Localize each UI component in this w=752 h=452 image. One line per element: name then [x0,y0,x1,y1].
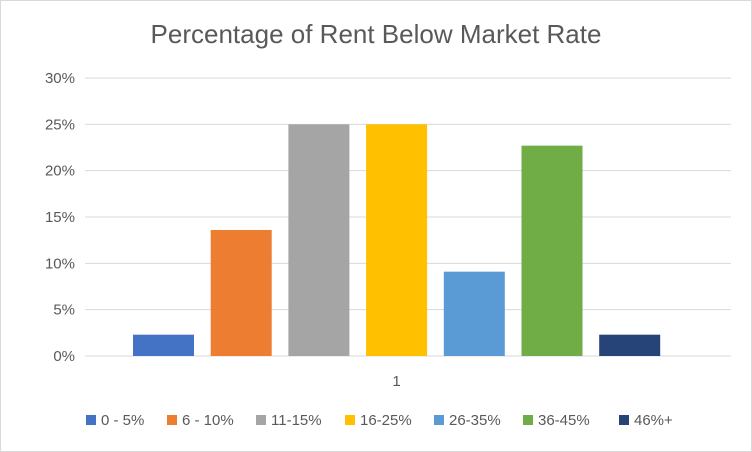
bar-5 [443,271,505,356]
legend-swatch [256,415,266,425]
legend-item[interactable]: 16-25% [345,412,412,429]
y-axis-tick-labels: 0% 5% 10% 15% 20% 25% 30% [45,70,75,365]
bar-4 [366,124,428,356]
legend-item[interactable]: 0 - 5% [86,412,144,429]
legend-swatch [619,415,629,425]
y-tick-label: 20% [45,163,75,180]
legend-label: 16-25% [360,412,412,429]
bar-3 [288,124,350,356]
y-tick-label: 30% [45,70,75,87]
bar-2 [210,229,272,356]
legend-label: 6 - 10% [182,412,234,429]
legend-swatch [86,415,96,425]
legend-item[interactable]: 26-35% [434,412,501,429]
legend-swatch [167,415,177,425]
legend-label: 0 - 5% [101,412,144,429]
y-tick-label: 15% [45,209,75,226]
bar-6 [521,145,583,356]
legend-item[interactable]: 46%+ [619,412,673,429]
y-tick-label: 0% [53,348,75,365]
legend-label: 26-35% [449,412,501,429]
chart-title: Percentage of Rent Below Market Rate [150,19,602,49]
x-axis-tick-labels: 1 [392,373,400,390]
legend-label: 11-15% [271,412,322,429]
x-tick-label: 1 [392,373,400,390]
legend-label: 36-45% [538,412,590,429]
y-tick-label: 5% [53,302,75,319]
legend-item[interactable]: 36-45% [523,412,590,429]
bar-7 [599,334,661,356]
legend[interactable]: 0 - 5% 6 - 10% 11-15% 16-25% 26-35% 36-45% 46%… [86,412,673,429]
legend-item[interactable]: 6 - 10% [167,412,234,429]
y-tick-label: 25% [45,116,75,133]
y-tick-label: 10% [45,255,75,272]
legend-swatch [345,415,355,425]
legend-label: 46%+ [634,412,673,429]
bar-1 [133,334,194,356]
legend-swatch [434,415,444,425]
legend-item[interactable]: 11-15% [256,412,322,429]
bars [133,124,661,356]
legend-swatch [523,415,533,425]
